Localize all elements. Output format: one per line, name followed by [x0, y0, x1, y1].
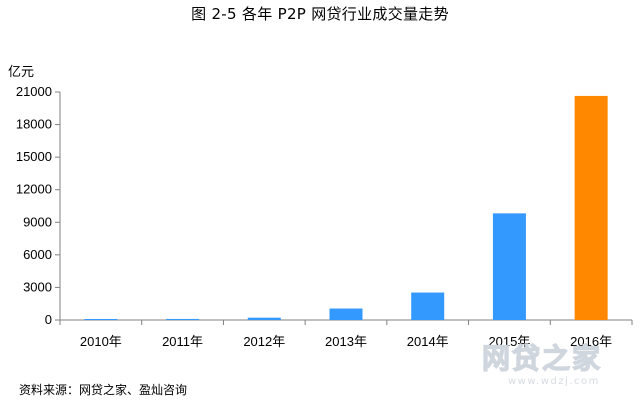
x-tick-label: 2013年 — [325, 334, 367, 349]
bar-2014年 — [411, 292, 445, 320]
bar-2013年 — [329, 308, 363, 320]
bar-2016年 — [574, 95, 608, 320]
svg-text:网贷之家: 网贷之家 — [482, 342, 602, 375]
chart-title: 图 2-5 各年 P2P 网贷行业成交量走势 — [191, 5, 449, 23]
y-tick-label: 15000 — [16, 149, 52, 164]
watermark-logo: 网贷之家 www.wdzj.com — [481, 341, 602, 387]
y-tick-label: 12000 — [16, 182, 52, 197]
x-tick-label: 2016年 — [570, 334, 612, 349]
bar-series — [84, 95, 608, 320]
source-note: 资料来源：网贷之家、盈灿咨询 — [19, 383, 188, 397]
x-tick-label: 2011年 — [162, 334, 203, 349]
x-tick-label: 2012年 — [243, 334, 285, 349]
svg-text:www.wdzj.com: www.wdzj.com — [508, 376, 600, 387]
x-tick-label: 2014年 — [407, 334, 449, 349]
y-tick-label: 6000 — [23, 247, 52, 262]
y-tick-label: 0 — [45, 312, 52, 327]
bar-2015年 — [492, 213, 526, 320]
y-tick-label: 3000 — [23, 279, 52, 294]
y-axis-unit-label: 亿元 — [8, 65, 34, 80]
x-tick-label: 2010年 — [80, 334, 122, 349]
y-axis: 0 3000 6000 9000 12000 15000 18000 21000 — [16, 84, 61, 327]
y-tick-label: 21000 — [16, 84, 52, 99]
x-tick-label: 2015年 — [488, 334, 530, 349]
bar-2011年 — [166, 318, 200, 320]
bar-2010年 — [84, 319, 118, 320]
bar-2012年 — [247, 317, 281, 320]
y-tick-label: 9000 — [23, 214, 52, 229]
y-tick-label: 18000 — [16, 117, 52, 132]
